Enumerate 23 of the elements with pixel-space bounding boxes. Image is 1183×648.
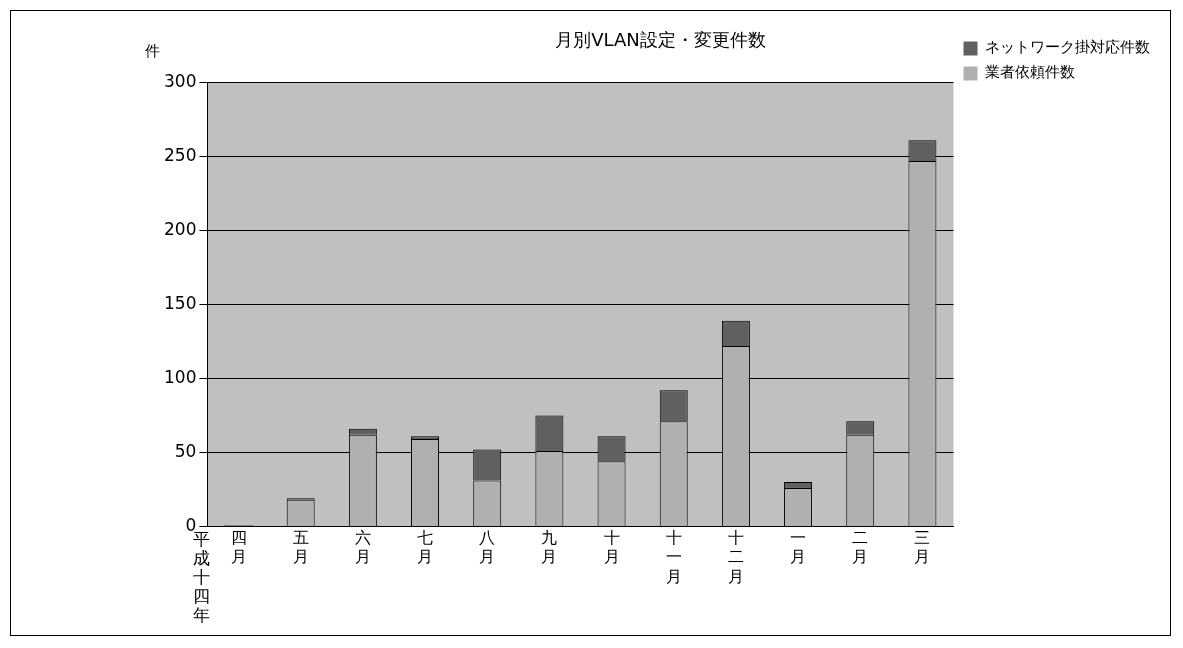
y-tick-label: 0 (185, 514, 197, 535)
x-tick-label: 四月 (230, 528, 247, 567)
x-tick-label: 七月 (417, 528, 434, 567)
x-tick-label: 十月 (603, 528, 620, 567)
x-tick-label: 五月 (292, 528, 309, 567)
x-tick-label: 八月 (479, 528, 496, 567)
x-tick-label: 十一月 (665, 528, 682, 586)
legend-label: ネットワーク掛対応件数 (985, 38, 1150, 57)
y-tick-label: 200 (163, 218, 197, 239)
chart-title: 月別VLAN設定・変更件数 (555, 29, 766, 51)
y-axis-title: 件 (144, 41, 160, 60)
y-tick-label: 100 (163, 366, 197, 387)
x-tick-label: 二月 (852, 528, 869, 567)
y-tick-label: 250 (163, 144, 197, 165)
x-tick-label: 六月 (354, 528, 371, 567)
x-tick-label: 三月 (914, 528, 931, 567)
y-tick-label: 50 (174, 440, 197, 461)
y-tick-label: 300 (163, 71, 197, 92)
x-tick-label: 一月 (790, 528, 807, 567)
x-tick-label: 九月 (541, 528, 558, 567)
y-tick-label: 150 (163, 292, 197, 313)
x-tick-label: 十二月 (727, 528, 744, 586)
legend-label: 業者依頼件数 (985, 63, 1075, 82)
